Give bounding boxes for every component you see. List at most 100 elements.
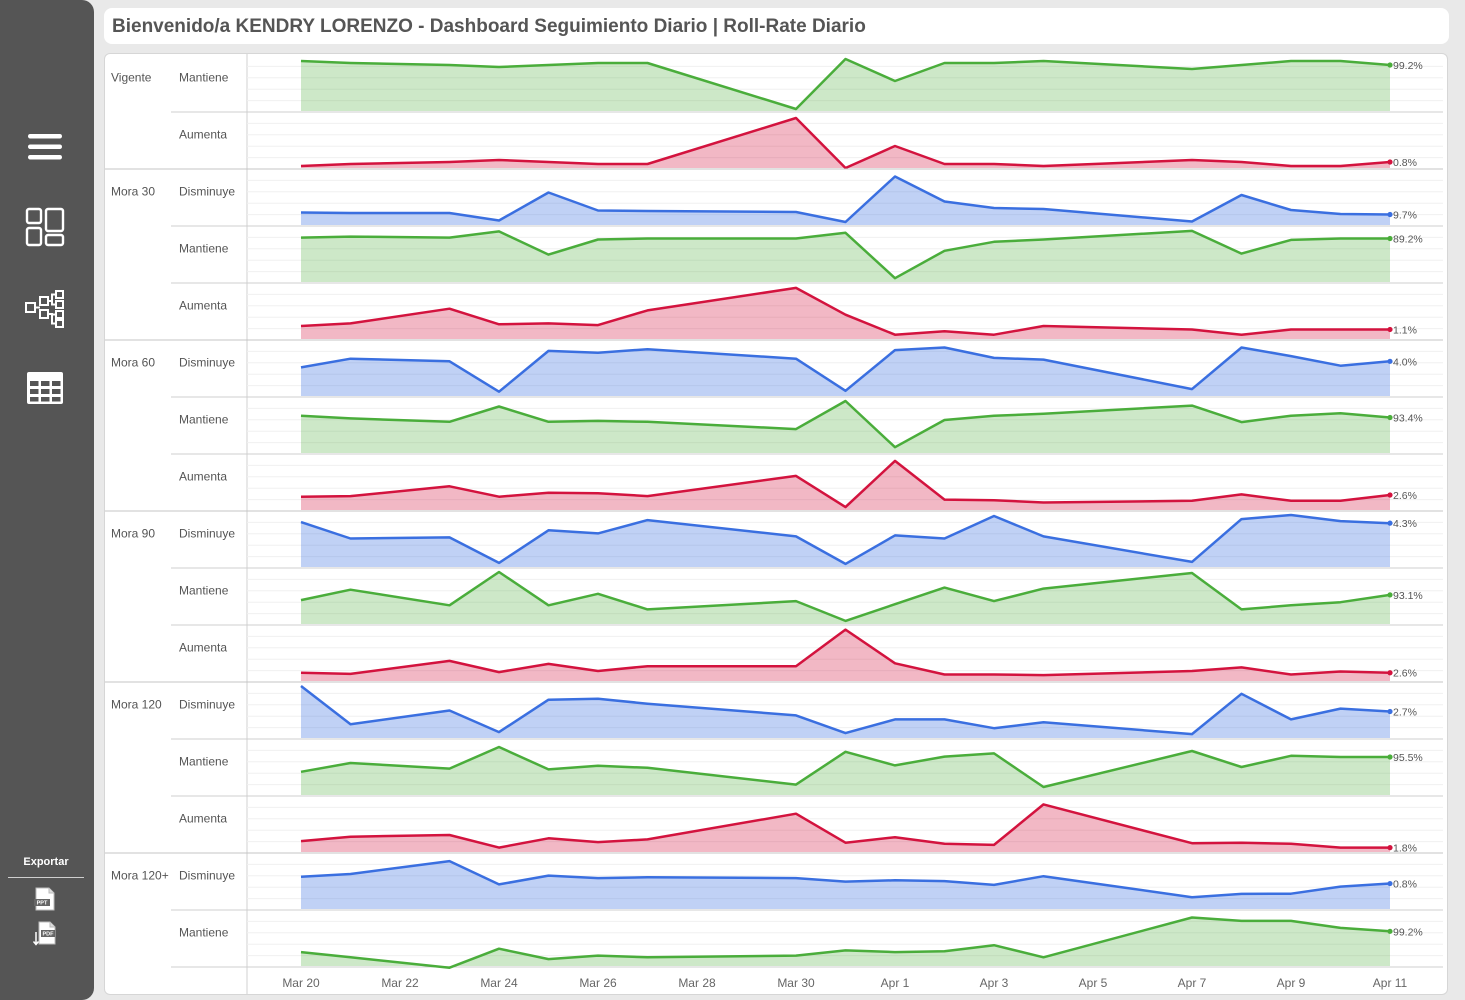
last-value-label: 1.8% <box>1393 843 1417 855</box>
group-label: Mora 30 <box>111 185 155 199</box>
x-tick-label: Mar 26 <box>579 976 617 990</box>
x-tick-label: Mar 30 <box>777 976 815 990</box>
last-value-label: 2.7% <box>1393 707 1417 719</box>
chart-panel: 99.2% Mantiene Vigente 0.8% Aumenta 9.7% Dismi… <box>104 53 1448 995</box>
export-label: Exportar <box>23 856 69 868</box>
last-point-marker <box>1387 211 1393 218</box>
group-label: Mora 90 <box>111 527 155 541</box>
last-value-label: 0.8% <box>1393 157 1417 169</box>
group-label: Mora 120 <box>111 698 162 712</box>
area-mantiene <box>301 59 1390 111</box>
row-label: Aumenta <box>179 128 227 142</box>
series-line-aumenta <box>300 803 1390 849</box>
last-value-label: 1.1% <box>1393 324 1417 336</box>
last-point-marker <box>1387 414 1393 421</box>
sidebar: Exportar PPT PDF <box>0 0 94 1000</box>
last-value-label: 95.5% <box>1393 752 1423 764</box>
series-line-aumenta <box>300 286 1390 336</box>
series-line-mantiene <box>300 399 1391 449</box>
menu-icon[interactable] <box>24 126 66 168</box>
row-label: Disminuye <box>179 527 235 541</box>
x-tick-label: Apr 5 <box>1079 976 1108 990</box>
series-line-aumenta <box>300 628 1391 677</box>
series-line-disminuye <box>300 513 1391 566</box>
last-point-marker <box>1387 62 1393 68</box>
series-line-disminuye <box>300 346 1391 393</box>
row-label: Mantiene <box>179 413 229 427</box>
last-value-label: 4.3% <box>1393 518 1417 530</box>
series-line-disminuye <box>300 175 1391 224</box>
row-label: Mantiene <box>179 242 229 256</box>
row-label: Mantiene <box>179 755 229 769</box>
row-label: Aumenta <box>179 299 227 313</box>
group-label: Mora 60 <box>111 356 155 370</box>
dashboard-layout-icon[interactable] <box>24 206 66 248</box>
x-tick-label: Mar 20 <box>282 976 320 990</box>
pdf-tag: PDF <box>43 932 55 938</box>
x-tick-label: Apr 7 <box>1178 976 1207 990</box>
last-value-label: 99.2% <box>1393 60 1423 72</box>
area-aumenta <box>301 287 1390 339</box>
series-line-mantiene <box>300 916 1391 969</box>
last-point-marker <box>1387 928 1393 934</box>
series-line-disminuye <box>300 859 1391 899</box>
row-label: Mantiene <box>179 584 229 598</box>
last-value-label: 93.4% <box>1393 413 1423 425</box>
last-value-label: 4.0% <box>1393 356 1417 368</box>
header-bar: Bienvenido/a KENDRY LORENZO - Dashboard … <box>104 8 1449 44</box>
group-label: Mora 120+ <box>111 869 169 883</box>
last-point-marker <box>1387 670 1393 676</box>
area-aumenta <box>301 629 1390 681</box>
export-divider <box>8 877 84 878</box>
row-label: Aumenta <box>179 812 227 826</box>
last-value-label: 0.8% <box>1393 879 1417 891</box>
last-point-marker <box>1387 159 1393 165</box>
last-point-marker <box>1387 754 1393 760</box>
series-line-disminuye <box>300 685 1391 736</box>
row-label: Disminuye <box>179 869 235 883</box>
x-tick-label: Mar 24 <box>480 976 518 990</box>
last-point-marker <box>1387 326 1393 333</box>
last-value-label: 9.7% <box>1393 210 1417 222</box>
ppt-export-button[interactable]: PPT <box>32 886 58 912</box>
x-tick-label: Apr 11 <box>1373 976 1408 990</box>
area-mantiene <box>301 917 1390 968</box>
last-point-marker <box>1387 358 1393 364</box>
area-mantiene <box>301 230 1390 282</box>
area-disminuye <box>301 861 1390 909</box>
area-disminuye <box>301 515 1390 567</box>
last-value-label: 2.6% <box>1393 668 1417 680</box>
last-point-marker <box>1387 845 1393 851</box>
x-tick-label: Apr 3 <box>980 976 1009 990</box>
x-tick-label: Mar 22 <box>381 976 419 990</box>
area-disminuye <box>301 686 1390 738</box>
group-label: Vigente <box>111 71 152 85</box>
x-tick-label: Apr 1 <box>881 976 910 990</box>
row-label: Aumenta <box>179 641 227 655</box>
series-line-aumenta <box>300 459 1391 509</box>
row-label: Disminuye <box>179 185 235 199</box>
x-tick-label: Apr 9 <box>1277 976 1306 990</box>
series-line-mantiene <box>300 570 1391 623</box>
area-mantiene <box>301 572 1390 624</box>
page-title: Bienvenido/a KENDRY LORENZO - Dashboard … <box>112 16 866 37</box>
area-disminuye <box>301 176 1390 225</box>
row-label: Aumenta <box>179 470 227 484</box>
area-aumenta <box>301 460 1390 510</box>
last-value-label: 89.2% <box>1393 234 1423 246</box>
series-line-aumenta <box>300 116 1391 170</box>
last-value-label: 2.6% <box>1393 490 1417 502</box>
last-value-label: 93.1% <box>1393 590 1423 602</box>
x-tick-label: Mar 28 <box>678 976 716 990</box>
last-point-marker <box>1387 235 1393 242</box>
series-line-mantiene <box>300 229 1390 280</box>
last-point-marker <box>1387 520 1393 526</box>
hierarchy-icon[interactable] <box>24 287 66 329</box>
last-point-marker <box>1387 492 1393 498</box>
area-disminuye <box>301 347 1390 396</box>
table-icon[interactable] <box>24 367 66 409</box>
series-line-mantiene <box>300 57 1391 111</box>
last-point-marker <box>1387 880 1393 887</box>
pdf-export-button[interactable]: PDF <box>32 920 58 946</box>
area-mantiene <box>301 747 1390 795</box>
